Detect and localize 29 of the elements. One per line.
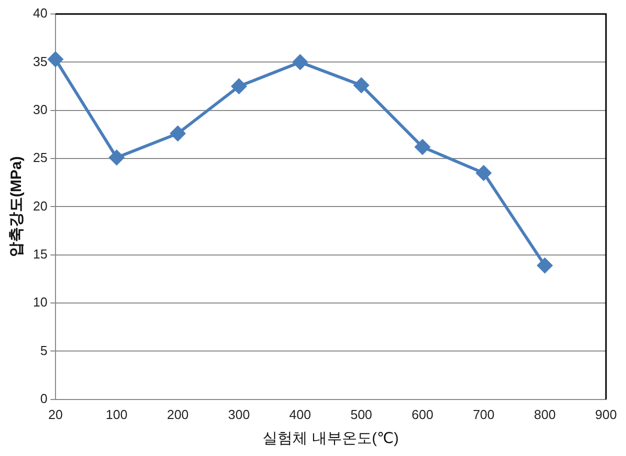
point <box>414 139 430 154</box>
x-axis-title: 실험체 내부온도(℃) <box>262 430 399 448</box>
point <box>109 150 124 166</box>
x-tick-label: 400 <box>289 406 311 422</box>
y-tick-label: 35 <box>32 54 48 69</box>
y-axis-title: 압축강도(MPa) <box>8 156 26 258</box>
y-tick-label: 25 <box>32 150 48 166</box>
x-tick-label: 600 <box>412 406 434 422</box>
point <box>292 54 308 70</box>
x-tick-label: 200 <box>166 406 189 422</box>
y-tick-label: 5 <box>40 342 48 358</box>
point <box>354 78 369 93</box>
y-tick-label: 30 <box>32 102 48 117</box>
y-tick-label: 40 <box>32 6 48 21</box>
point <box>48 52 63 67</box>
point <box>170 126 186 141</box>
y-tick-label: 20 <box>32 198 48 214</box>
x-tick-label: 700 <box>472 406 495 422</box>
point <box>476 165 492 180</box>
y-tick-label: 0 <box>40 390 48 406</box>
x-tick-label: 900 <box>595 406 617 422</box>
x-tick-label: 800 <box>534 406 556 422</box>
point <box>231 78 246 94</box>
x-tick-label: 300 <box>228 406 250 422</box>
y-tick-label: 15 <box>32 246 48 262</box>
y-tick-label: 10 <box>32 294 48 310</box>
x-tick-label: 100 <box>106 406 128 422</box>
point <box>537 258 552 273</box>
x-tick-label: 500 <box>350 406 372 422</box>
